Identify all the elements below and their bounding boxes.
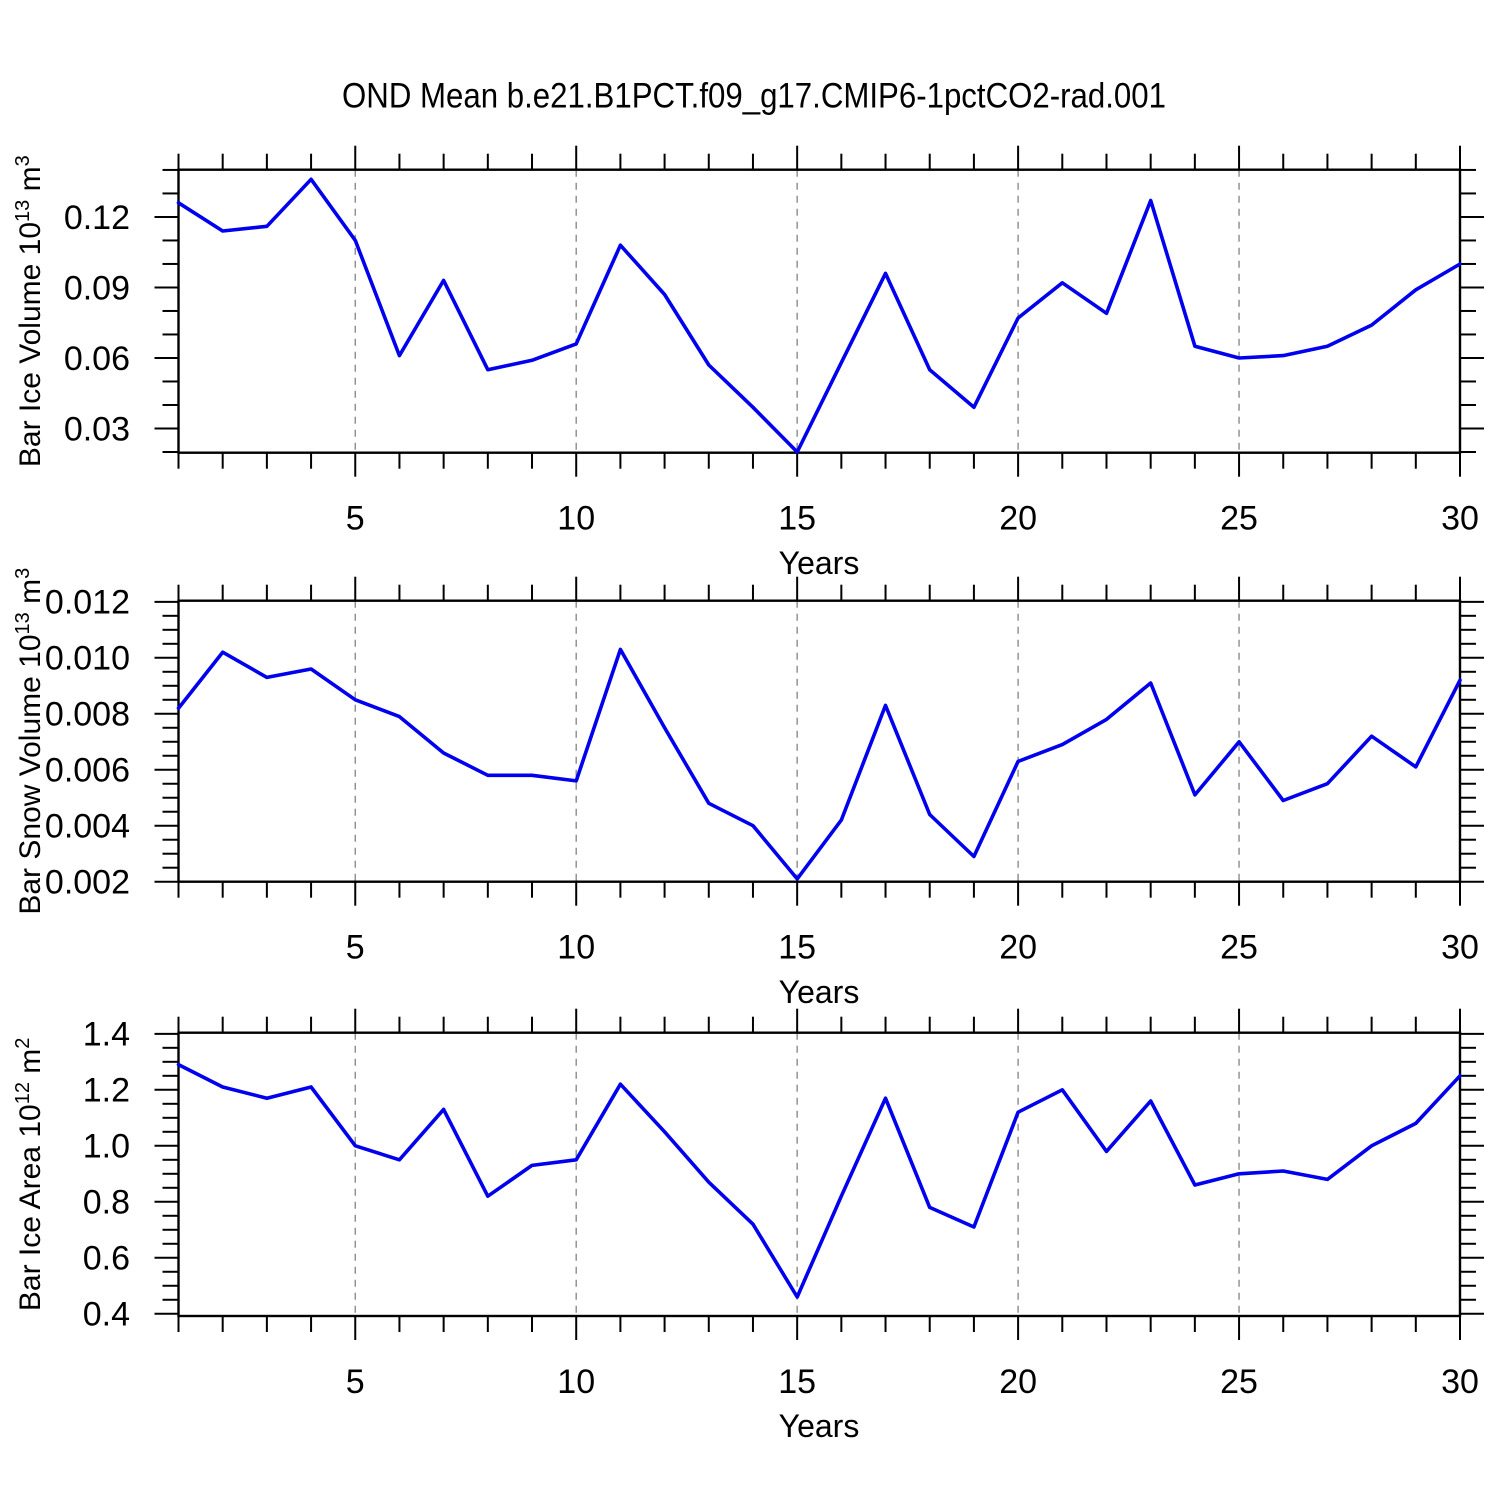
x-tick-label-20: 20	[999, 1363, 1037, 1401]
x-tick-label-10: 10	[557, 929, 595, 967]
x-tick-label-30: 30	[1441, 500, 1479, 538]
series-line-bar-snow-volume	[176, 647, 1462, 881]
panel-bar-ice-volume: 5 10 15 20 25 30 0.03 0.06 0.09 0.12 Bar Ice Volum…	[12, 145, 1484, 538]
panel2-xaxis-caption: Years	[779, 974, 860, 1010]
y-tick-label-0.4: 0.4	[83, 1296, 130, 1334]
y-tick-label-0.09: 0.09	[64, 269, 130, 307]
x-tick-label-30: 30	[1441, 1363, 1479, 1401]
y-tick-label-0.002: 0.002	[45, 864, 130, 902]
y-tick-label-0.008: 0.008	[45, 696, 130, 734]
x-tick-label-15: 15	[778, 929, 816, 967]
x-tick-label-25: 25	[1220, 500, 1258, 538]
x-tick-label-5: 5	[346, 1363, 365, 1401]
x-tick-label-10: 10	[557, 500, 595, 538]
panel3-xaxis-caption: Years	[779, 1408, 860, 1444]
x-tick-label-20: 20	[999, 929, 1037, 967]
y-tick-label-0.6: 0.6	[83, 1240, 130, 1278]
x-tick-label-15: 15	[778, 1363, 816, 1401]
panel-bar-ice-area: 5 10 15 20 25 30 0.4 0.6 0.8 1.0 1.2 1.4 Bar Ice Are…	[12, 1008, 1484, 1401]
y-tick-label-0.12: 0.12	[64, 199, 130, 237]
y-tick-label-0.010: 0.010	[45, 640, 130, 678]
panel-bar-snow-volume: 5 10 15 20 25 30 0.002 0.004 0.006 0.008 0.010 0.01…	[12, 568, 1484, 967]
x-tick-label-25: 25	[1220, 1363, 1258, 1401]
x-tick-label-20: 20	[999, 500, 1037, 538]
y-tick-label-1.0: 1.0	[83, 1128, 130, 1166]
x-tick-label-15: 15	[778, 500, 816, 538]
x-tick-label-5: 5	[346, 500, 365, 538]
panel-1-yaxis-label: Bar Ice Volume 1013 m3	[12, 155, 47, 467]
plot-box	[177, 599, 1462, 883]
y-tick-label-0.8: 0.8	[83, 1184, 130, 1222]
panel-2-yaxis-label: Bar Snow Volume 1013 m3	[12, 568, 47, 915]
y-tick-label-0.012: 0.012	[45, 584, 130, 622]
y-tick-label-0.004: 0.004	[45, 808, 130, 846]
panel-3-yaxis-label: Bar Ice Area 1012 m2	[12, 1038, 47, 1312]
y-tick-label-0.03: 0.03	[64, 410, 130, 448]
x-tick-label-30: 30	[1441, 929, 1479, 967]
plot-box	[177, 1031, 1462, 1318]
x-tick-label-5: 5	[346, 929, 365, 967]
y-tick-label-1.2: 1.2	[83, 1072, 130, 1110]
plot-box	[177, 168, 1462, 454]
y-tick-label-0.006: 0.006	[45, 752, 130, 790]
x-tick-label-10: 10	[557, 1363, 595, 1401]
panel1-xaxis-caption: Years	[779, 545, 860, 581]
y-tick-label-0.06: 0.06	[64, 340, 130, 378]
chart-title: OND Mean b.e21.B1PCT.f09_g17.CMIP6-1pctC…	[342, 76, 1166, 115]
x-tick-label-25: 25	[1220, 929, 1258, 967]
y-tick-label-1.4: 1.4	[83, 1016, 130, 1054]
series-line-bar-ice-area	[176, 1062, 1462, 1299]
panels-group: 5 10 15 20 25 30 0.03 0.06 0.09 0.12 Bar Ice Volum…	[12, 145, 1484, 1401]
series-line-bar-ice-volume	[176, 177, 1462, 454]
